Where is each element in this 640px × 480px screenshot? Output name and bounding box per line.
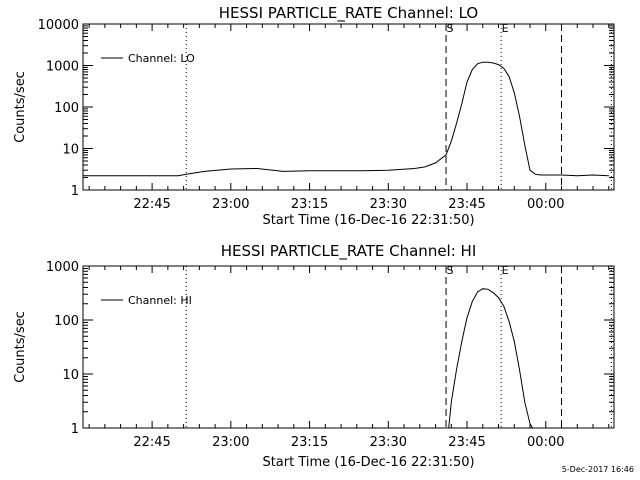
panel-2-x-axis-label: Start Time (16-Dec-16 22:31:50) (262, 455, 474, 470)
panel-1-title: HESSI PARTICLE_RATE Channel: LO (219, 4, 478, 23)
panel-2-series-line (448, 288, 534, 429)
panel-2-y-tick-label: 1000 (46, 260, 79, 275)
panel-2-x-tick-label: 23:15 (291, 435, 328, 450)
panel-2-x-tick-label: 23:30 (370, 435, 407, 450)
panel-1-y-tick-label: 1 (71, 184, 79, 199)
panel-2-legend-label: Channel: HI (128, 294, 192, 307)
panel-1-x-tick-label: 23:30 (370, 197, 407, 212)
panel-1-y-axis-label: Counts/sec (13, 71, 28, 143)
panel-2-title: HESSI PARTICLE_RATE Channel: HI (221, 242, 477, 261)
panel-1-y-tick-label: 10000 (38, 18, 79, 33)
panel-1-plot-frame (82, 23, 615, 191)
panel-1-x-tick-label: 00:00 (527, 197, 564, 212)
panel-1-y-tick-label: 10 (62, 143, 79, 158)
timestamp: 5-Dec-2017 16:46 (561, 465, 634, 474)
panel-2-x-tick-label: 00:00 (527, 435, 564, 450)
panel-2-x-tick-label: 23:00 (212, 435, 249, 450)
panel-2-y-tick-label: 1 (71, 422, 79, 437)
panel-2-marker-label-S: S (447, 264, 454, 277)
panel-1-x-tick-label: 23:45 (448, 197, 485, 212)
panel-2-y-tick-label: 100 (54, 314, 79, 329)
panel-2-plot-frame (82, 265, 615, 429)
panel-1-y-tick-label: 100 (54, 101, 79, 116)
panel-1-y-tick-label: 1000 (46, 60, 79, 75)
panel-1-x-tick-label: 23:15 (291, 197, 328, 212)
panel-1-x-axis-label: Start Time (16-Dec-16 22:31:50) (262, 213, 474, 228)
panel-1-x-tick-label: 22:45 (133, 197, 170, 212)
panel-2-marker-label-E: E (502, 264, 509, 277)
panel-2-x-tick-label: 23:45 (448, 435, 485, 450)
panel-1-x-tick-label: 23:00 (212, 197, 249, 212)
panel-1-marker-label-E: E (502, 22, 509, 35)
panel-2-x-tick-label: 22:45 (133, 435, 170, 450)
panel-2-y-tick-label: 10 (62, 368, 79, 383)
panel-2-y-axis-label: Counts/sec (13, 311, 28, 383)
panel-1-marker-label-S: S (447, 22, 454, 35)
panel-1-series-line (83, 61, 609, 177)
panel-1-legend-label: Channel: LO (128, 52, 195, 65)
